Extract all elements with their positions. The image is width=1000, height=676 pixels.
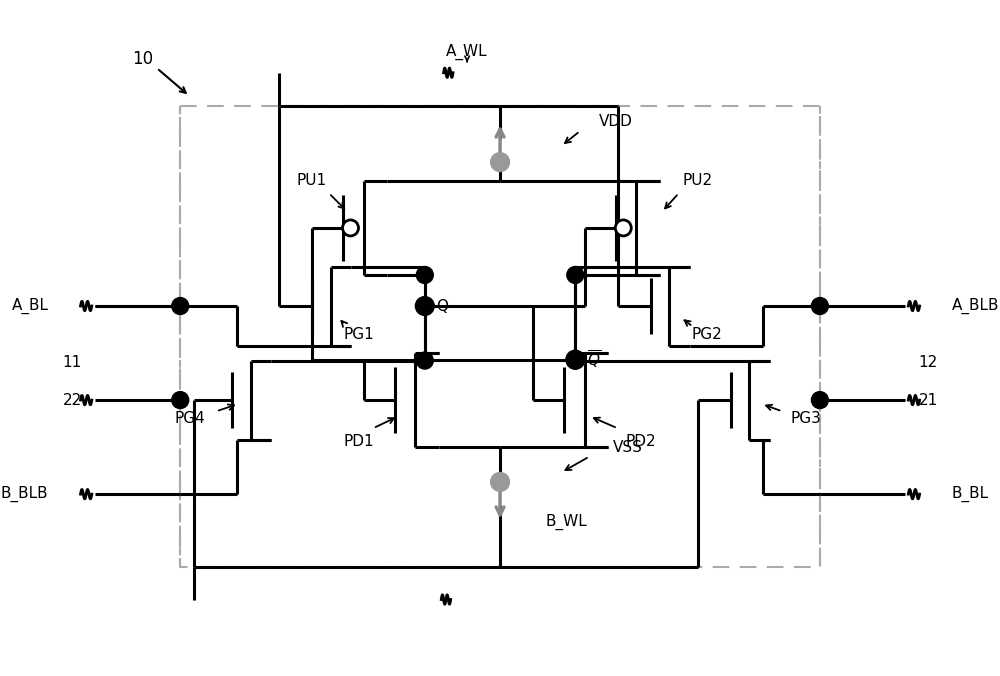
Text: PG1: PG1	[344, 327, 374, 342]
Text: 11: 11	[62, 355, 82, 370]
Text: Q: Q	[436, 299, 448, 314]
Circle shape	[566, 350, 585, 369]
Text: 12: 12	[918, 355, 938, 370]
Text: B_WL: B_WL	[545, 514, 587, 531]
Circle shape	[416, 266, 433, 283]
Text: A_BLB: A_BLB	[952, 298, 999, 314]
Text: PG3: PG3	[790, 412, 821, 427]
Text: PU1: PU1	[297, 174, 327, 189]
Text: PG4: PG4	[174, 412, 205, 427]
Circle shape	[567, 352, 584, 369]
Text: 21: 21	[918, 393, 938, 408]
Circle shape	[172, 297, 189, 314]
Circle shape	[811, 391, 828, 408]
Text: PG2: PG2	[692, 327, 722, 342]
Circle shape	[491, 473, 509, 491]
Circle shape	[615, 220, 631, 236]
Text: PU2: PU2	[683, 174, 713, 189]
Text: 22: 22	[62, 393, 82, 408]
Text: B_BL: B_BL	[952, 486, 989, 502]
Text: A_WL: A_WL	[446, 44, 488, 60]
Circle shape	[811, 297, 828, 314]
Circle shape	[416, 352, 433, 369]
Text: PD1: PD1	[344, 434, 374, 449]
Circle shape	[415, 297, 434, 316]
Circle shape	[491, 153, 509, 172]
Circle shape	[342, 220, 358, 236]
Text: A_BL: A_BL	[12, 298, 49, 314]
Text: PD2: PD2	[626, 434, 656, 449]
Text: VDD: VDD	[599, 114, 633, 129]
Text: $\overline{Q}$: $\overline{Q}$	[587, 349, 601, 370]
Text: VSS: VSS	[613, 439, 643, 455]
Circle shape	[567, 266, 584, 283]
Circle shape	[172, 391, 189, 408]
Text: 10: 10	[132, 49, 153, 68]
Text: B_BLB: B_BLB	[1, 486, 49, 502]
